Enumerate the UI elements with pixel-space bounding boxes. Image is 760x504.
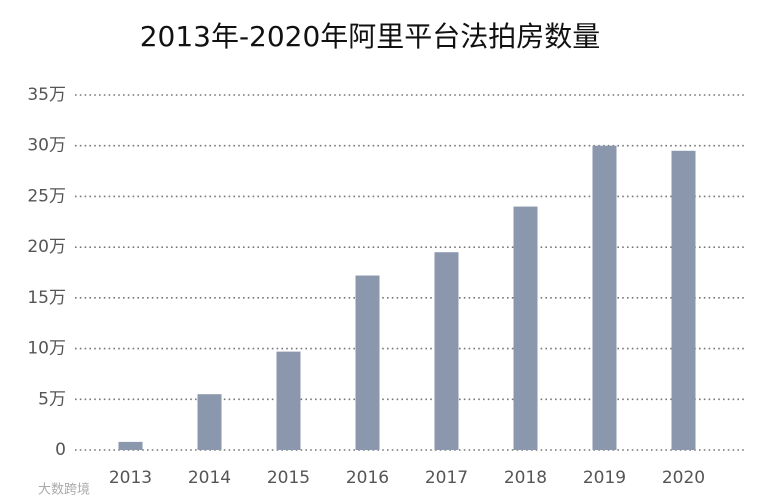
x-tick-label: 2017 [425, 468, 468, 488]
bar [118, 441, 143, 450]
y-tick-label: 15万 [27, 288, 66, 308]
bar [197, 394, 222, 450]
y-tick-label: 25万 [27, 186, 66, 206]
x-tick-label: 2019 [583, 468, 626, 488]
x-tick-label: 2020 [662, 468, 705, 488]
x-tick-label: 2015 [267, 468, 310, 488]
y-tick-label: 5万 [38, 389, 66, 409]
bar [671, 150, 696, 451]
x-tick-label: 2016 [346, 468, 389, 488]
bar [513, 206, 538, 450]
bar [355, 275, 380, 450]
y-tick-label: 35万 [27, 85, 66, 105]
y-tick-label: 10万 [27, 339, 66, 359]
chart-title: 2013年-2020年阿里平台法拍房数量 [140, 20, 601, 53]
y-tick-label: 20万 [27, 237, 66, 257]
y-tick-label: 30万 [27, 136, 66, 156]
x-tick-label: 2018 [504, 468, 547, 488]
bar [592, 145, 617, 450]
x-tick-label: 2013 [109, 468, 152, 488]
y-tick-label: 0 [55, 440, 66, 460]
bar [434, 252, 459, 450]
watermark: 大数跨境 [38, 483, 90, 498]
bar [276, 351, 301, 450]
x-tick-label: 2014 [188, 468, 231, 488]
